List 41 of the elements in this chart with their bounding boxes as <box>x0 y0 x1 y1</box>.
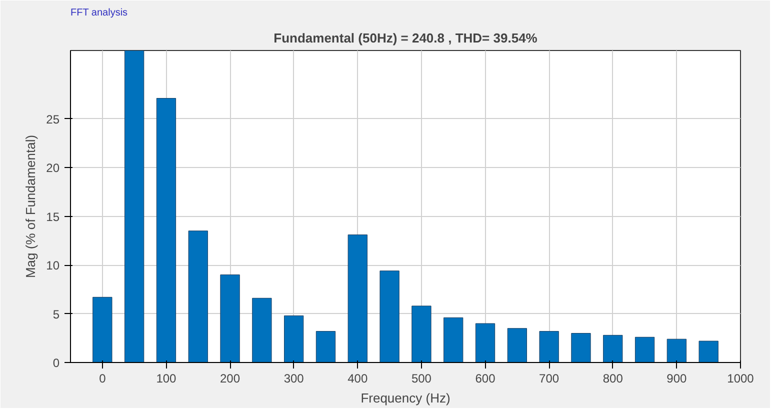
y-tick-label: 20 <box>46 161 60 175</box>
x-tick-label: 500 <box>411 372 432 386</box>
bar <box>444 317 464 362</box>
y-tick-label: 10 <box>46 258 60 272</box>
y-tick-label: 5 <box>52 307 60 322</box>
chart-title: Fundamental (50Hz) = 240.8 , THD= 39.54% <box>274 30 538 46</box>
bar <box>92 296 112 362</box>
y-axis-title: Mag (% of Fundamental) <box>23 134 38 278</box>
y-tick-label: 15 <box>46 210 60 224</box>
text: FFT analysis <box>70 8 128 18</box>
x-axis-title: Frequency (Hz) <box>360 390 450 406</box>
x-tick-label: 600 <box>475 372 496 386</box>
bar <box>571 333 591 362</box>
bar <box>698 340 718 362</box>
x-tick-label: 1000 <box>727 372 754 386</box>
x-tick-label: 100 <box>156 372 177 386</box>
x-tick-label: 400 <box>348 372 368 386</box>
bar <box>475 323 496 362</box>
bar <box>316 331 336 362</box>
bar <box>412 306 432 362</box>
x-tick-label: 200 <box>220 372 240 386</box>
x-tick-label: 300 <box>284 372 304 386</box>
bar <box>348 234 368 362</box>
bar <box>666 338 687 362</box>
bar <box>380 270 400 362</box>
bar <box>124 50 144 362</box>
bar <box>539 331 559 362</box>
bar <box>220 274 240 362</box>
x-tick-label: 900 <box>666 372 688 386</box>
y-tick-label: 25 <box>46 112 60 126</box>
bar <box>156 98 176 362</box>
bar <box>603 334 623 362</box>
bar <box>252 298 272 362</box>
bar <box>507 328 527 362</box>
bar <box>284 315 304 362</box>
x-tick-label: 0 <box>99 372 106 386</box>
x-tick-label: 700 <box>539 372 560 386</box>
y-tick-label: 0 <box>52 356 60 370</box>
bar <box>188 230 208 362</box>
x-tick-label: 800 <box>602 372 624 386</box>
bar <box>634 336 655 362</box>
